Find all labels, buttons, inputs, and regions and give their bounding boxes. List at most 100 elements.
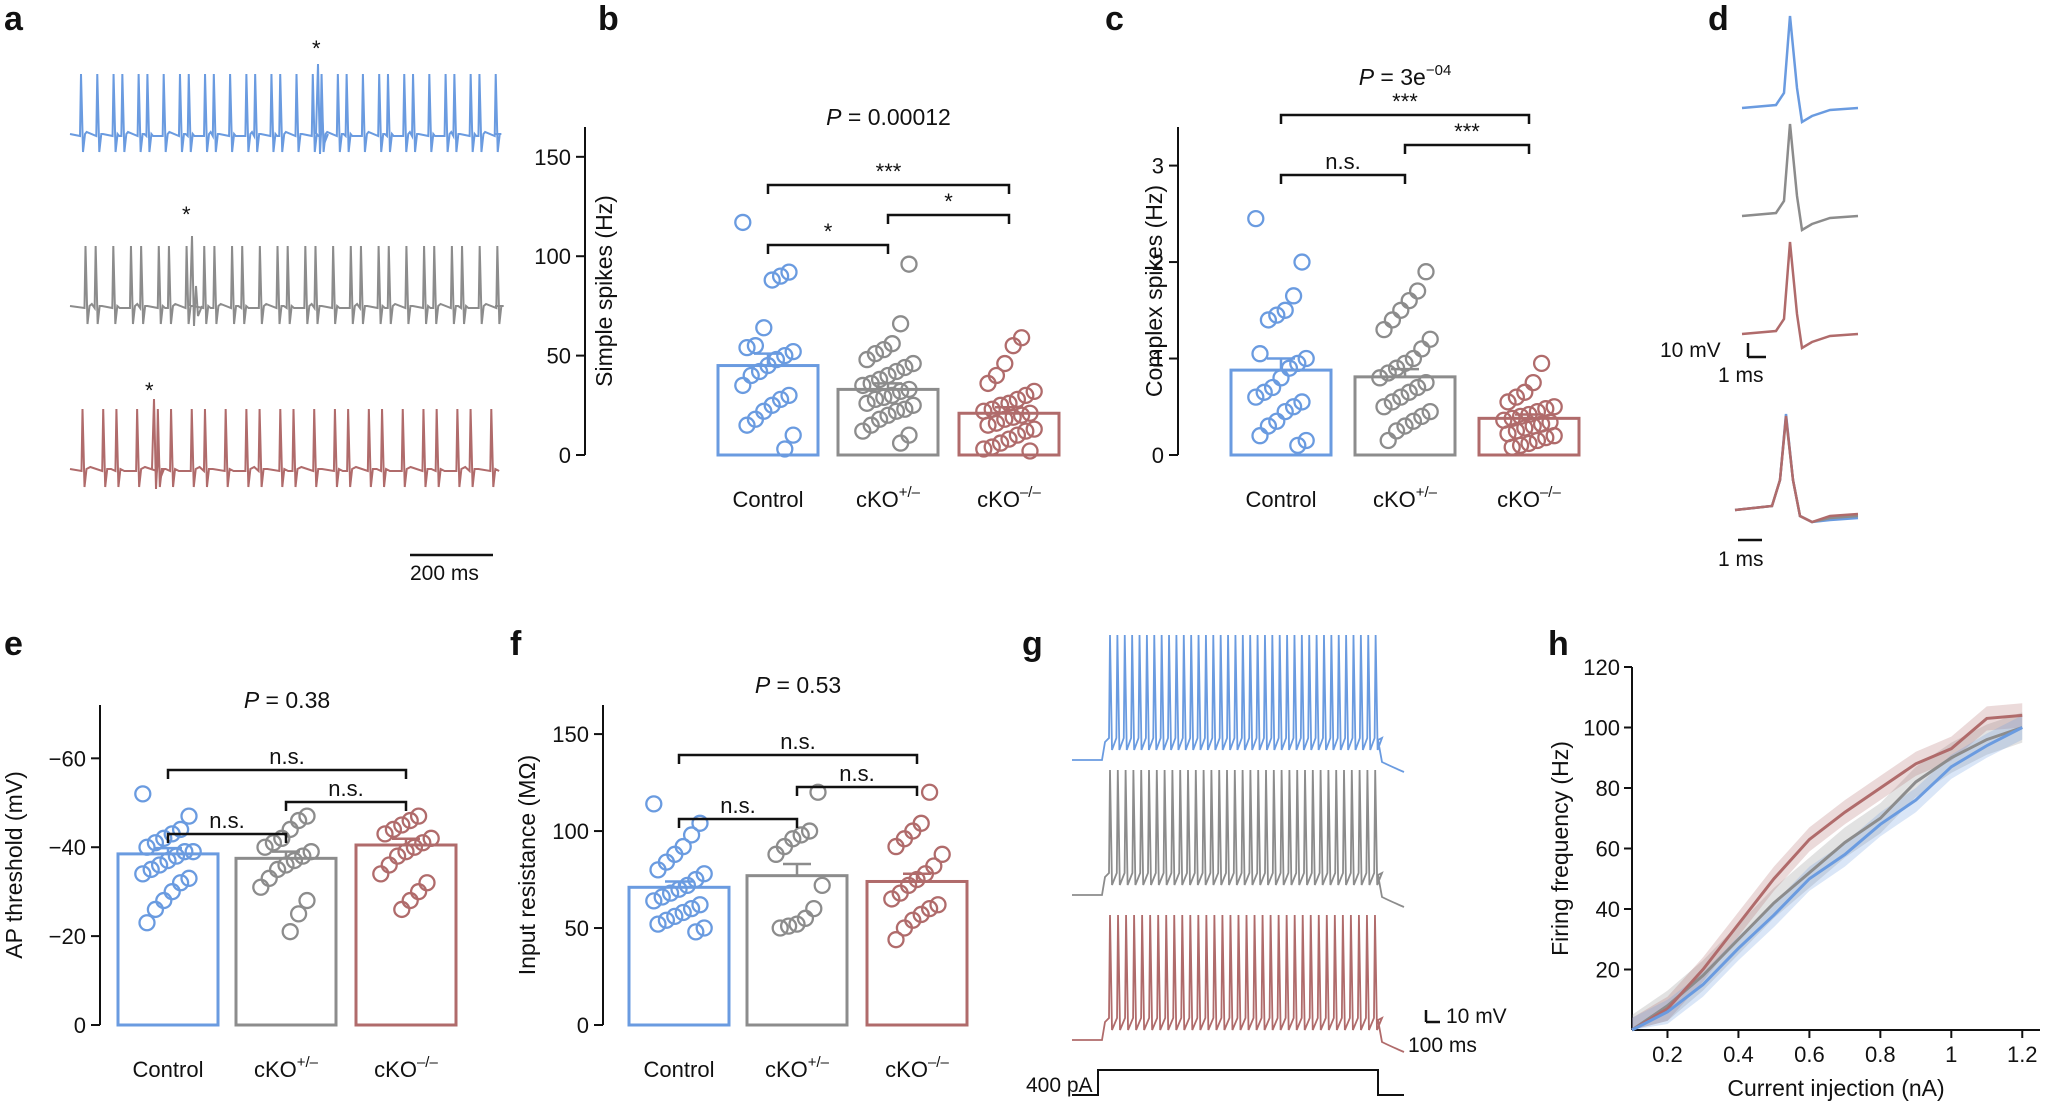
bar bbox=[354, 843, 458, 1027]
data-point bbox=[1004, 337, 1022, 355]
data-point bbox=[1293, 393, 1311, 411]
y-tick-label: −40 bbox=[49, 835, 86, 860]
data-point bbox=[645, 892, 663, 910]
significance-label: n.s. bbox=[839, 761, 874, 786]
data-point bbox=[1012, 406, 1031, 424]
data-point bbox=[1379, 364, 1397, 382]
data-point bbox=[1503, 438, 1521, 456]
category-genotype: –/– bbox=[1020, 484, 1042, 501]
significance-bracket bbox=[677, 753, 919, 764]
het-line bbox=[1631, 726, 2023, 1032]
category-name: cKO bbox=[765, 1057, 808, 1082]
data-point bbox=[1400, 383, 1418, 401]
data-point bbox=[405, 838, 424, 856]
control-step-trace bbox=[1072, 634, 1405, 773]
data-point bbox=[1421, 402, 1439, 421]
data-point bbox=[666, 907, 684, 926]
data-point bbox=[975, 440, 993, 458]
significance-label: *** bbox=[876, 159, 902, 184]
data-point bbox=[983, 438, 1001, 456]
data-point bbox=[661, 884, 680, 902]
data-point bbox=[1247, 388, 1265, 406]
data-point bbox=[146, 900, 165, 919]
data-point bbox=[691, 814, 709, 832]
data-point bbox=[738, 416, 756, 434]
data-point bbox=[294, 847, 312, 865]
data-point bbox=[746, 337, 765, 355]
data-point bbox=[1383, 311, 1402, 329]
overlay-waveform bbox=[1734, 413, 1859, 524]
p-value-text: = 0.53 bbox=[770, 672, 841, 698]
category-genotype: +/– bbox=[1416, 484, 1438, 501]
data-point bbox=[1545, 427, 1563, 445]
data-point bbox=[1259, 311, 1278, 329]
x-tick-label: 0.8 bbox=[1865, 1042, 1896, 1067]
data-point bbox=[691, 896, 709, 914]
significance-label: n.s. bbox=[1325, 149, 1360, 174]
data-point bbox=[1017, 386, 1035, 405]
data-point bbox=[376, 825, 394, 843]
category-label: cKO–/– bbox=[1497, 484, 1561, 512]
data-point bbox=[788, 915, 806, 933]
data-point bbox=[260, 869, 278, 887]
data-point bbox=[875, 388, 893, 407]
data-point bbox=[1375, 320, 1393, 339]
data-point bbox=[409, 807, 428, 825]
data-point bbox=[1379, 431, 1397, 450]
panel-label-b: b bbox=[598, 0, 619, 38]
data-point bbox=[1499, 393, 1517, 411]
data-point bbox=[645, 795, 663, 813]
y-tick-label: 150 bbox=[552, 722, 589, 747]
significance-label: n.s. bbox=[328, 776, 363, 801]
time-scale-label: 200 ms bbox=[410, 562, 479, 585]
data-point bbox=[1255, 383, 1273, 401]
data-point bbox=[1387, 359, 1406, 377]
data-point bbox=[1524, 373, 1542, 392]
data-point bbox=[134, 785, 152, 803]
y-axis-label: AP threshold (mV) bbox=[1, 771, 27, 958]
data-point bbox=[1421, 330, 1439, 348]
y-tick-label: 2 bbox=[1152, 250, 1164, 275]
p-value-text: = 3e bbox=[1374, 64, 1426, 90]
data-point bbox=[150, 856, 169, 874]
data-point bbox=[1276, 301, 1294, 319]
y-axis-label: Input resistance (MΩ) bbox=[514, 755, 540, 975]
significance-bracket bbox=[1403, 143, 1531, 154]
het-step-trace bbox=[1072, 769, 1405, 908]
data-point bbox=[184, 843, 202, 861]
y-tick-label: 0 bbox=[559, 443, 571, 468]
significance-bracket bbox=[677, 817, 799, 828]
category-name: Control bbox=[1246, 487, 1317, 512]
data-point bbox=[755, 319, 773, 337]
data-point bbox=[1021, 404, 1039, 422]
panel-label-h: h bbox=[1548, 625, 1569, 663]
data-point bbox=[1284, 398, 1303, 416]
data-point bbox=[879, 366, 897, 385]
data-point bbox=[1025, 382, 1043, 401]
data-point bbox=[887, 837, 905, 856]
data-point bbox=[1297, 431, 1315, 450]
y-tick-label: −60 bbox=[49, 746, 86, 771]
data-point bbox=[987, 414, 1006, 432]
data-point bbox=[264, 834, 283, 852]
data-point bbox=[854, 376, 872, 395]
current-step-label: 400 pA bbox=[1026, 1074, 1093, 1097]
category-name: cKO bbox=[1497, 487, 1540, 512]
data-point bbox=[879, 406, 897, 424]
data-point bbox=[397, 843, 415, 861]
p-value: P = 0.00012 bbox=[826, 104, 951, 130]
category-name: cKO bbox=[374, 1057, 417, 1082]
data-point bbox=[1008, 390, 1027, 408]
data-point bbox=[1025, 420, 1043, 438]
category-label: Control bbox=[1246, 487, 1317, 512]
y-tick-label: 120 bbox=[1583, 655, 1620, 680]
data-point bbox=[875, 340, 893, 359]
y-tick-label: 1 bbox=[1152, 347, 1164, 372]
error-band bbox=[1632, 703, 2023, 1030]
data-point bbox=[180, 869, 198, 887]
x-tick-label: 1 bbox=[1945, 1042, 1957, 1067]
significance-label: * bbox=[824, 219, 833, 244]
data-point bbox=[372, 865, 390, 883]
